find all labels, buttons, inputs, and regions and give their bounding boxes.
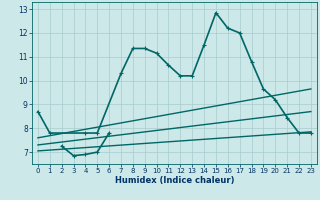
X-axis label: Humidex (Indice chaleur): Humidex (Indice chaleur) — [115, 176, 234, 185]
